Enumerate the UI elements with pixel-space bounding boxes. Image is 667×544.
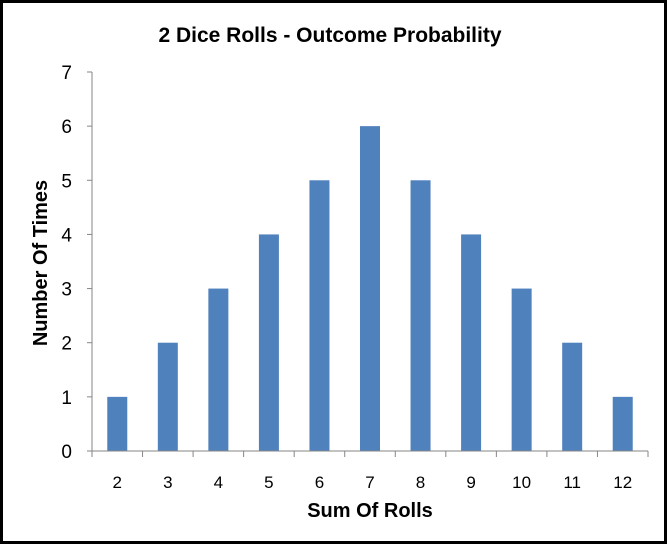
bar-5 [258,234,279,451]
bar-chart: 2 Dice Rolls - Outcome Probability Numbe… [30,24,649,522]
bar-11 [562,342,583,451]
x-axis-title: Sum Of Rolls [307,500,433,522]
x-tick-label: 9 [466,473,475,492]
bar-12 [612,396,633,451]
y-tick-label: 5 [61,171,72,192]
x-axis: 2 3 4 5 6 7 8 9 10 11 12 [91,450,649,492]
bar-6 [309,180,330,452]
bar-10 [511,288,532,451]
x-tick-label: 6 [315,473,324,492]
bar-4 [208,288,229,451]
x-tick-label: 10 [512,473,531,492]
chart-title: 2 Dice Rolls - Outcome Probability [158,24,501,47]
bar-9 [461,234,482,451]
bar-3 [157,342,178,451]
bar-8 [410,180,431,452]
x-tick-label: 12 [613,473,632,492]
bar-7 [360,126,380,452]
x-tick-label: 3 [163,473,172,492]
y-tick-label: 4 [61,225,72,246]
y-tick-label: 6 [61,117,72,138]
x-tick-label: 8 [416,473,425,492]
y-axis: 0 1 2 3 4 5 6 7 [61,63,93,463]
y-tick-label: 7 [61,63,72,84]
y-tick-label: 3 [61,280,72,301]
x-tick-label: 2 [113,473,122,492]
bar-series [107,126,633,452]
y-axis-title: Number Of Times [30,180,52,346]
x-tick-label: 11 [563,473,581,492]
bar-2 [107,396,128,451]
y-tick-label: 0 [61,442,72,463]
x-tick-label: 7 [365,473,374,492]
x-tick-label: 5 [264,473,273,492]
y-tick-label: 1 [61,388,72,409]
y-tick-label: 2 [61,334,72,355]
x-tick-label: 4 [214,473,223,492]
